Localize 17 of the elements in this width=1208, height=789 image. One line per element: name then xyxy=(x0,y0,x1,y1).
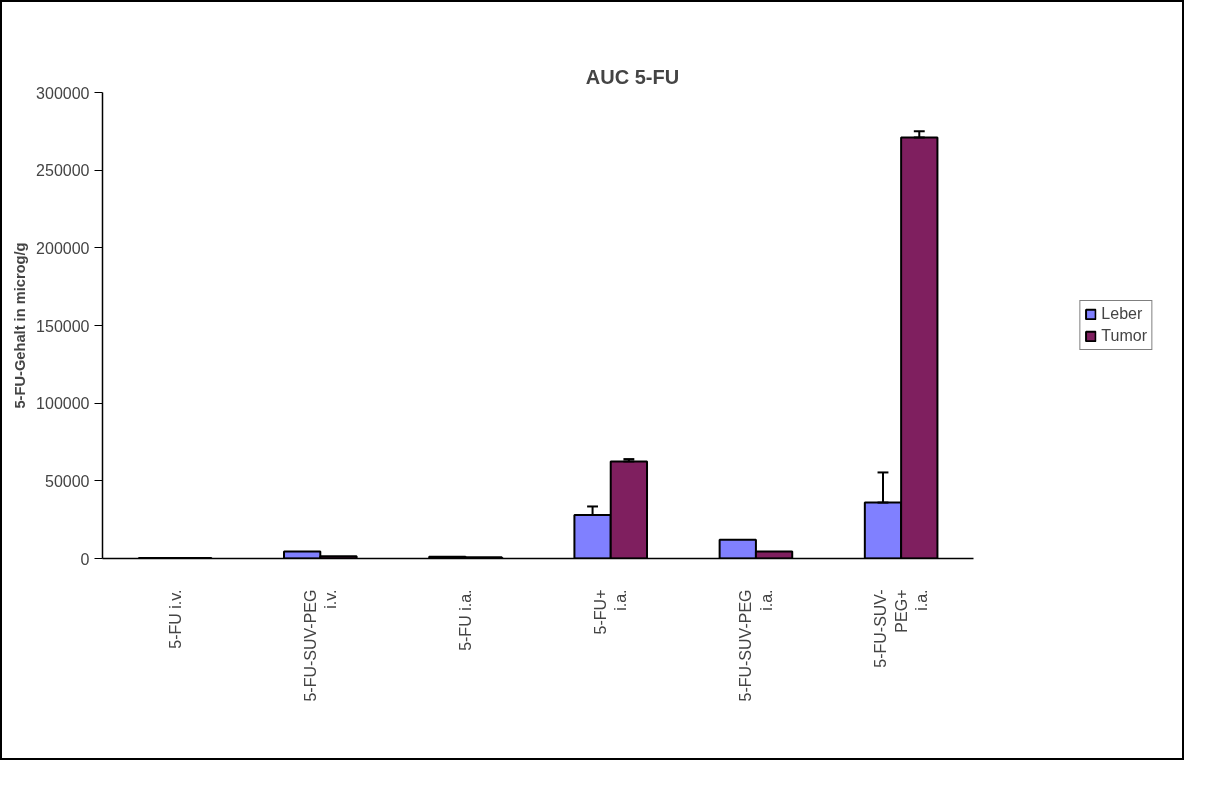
y-tick-label: 100000 xyxy=(36,395,90,413)
x-tick-label: 5-FU i.a. xyxy=(457,589,475,651)
chart-title: AUC 5-FU xyxy=(585,65,680,88)
y-tick-label: 150000 xyxy=(36,317,90,335)
y-tick-label: 250000 xyxy=(36,162,90,180)
y-tick-label: 50000 xyxy=(45,472,90,490)
x-tick-label: 5-FU+ i.a. xyxy=(592,589,630,635)
legend-label: Leber xyxy=(1101,305,1143,323)
x-tick-label: 5-FU-SUV-PEG i.v. xyxy=(301,589,340,702)
x-tick-label: 5-FU-SUV- PEG+ i.a. xyxy=(872,589,931,668)
y-tick-label: 300000 xyxy=(36,84,90,102)
legend-label: Tumor xyxy=(1101,327,1147,345)
y-tick-label: 200000 xyxy=(36,239,90,257)
x-tick-label: 5-FU i.v. xyxy=(166,589,184,649)
y-axis-title: 5-FU-Gehalt in microg/g xyxy=(12,242,29,409)
y-tick-label: 0 xyxy=(80,550,90,568)
x-tick-label: 5-FU-SUV-PEG i.a. xyxy=(737,589,775,702)
